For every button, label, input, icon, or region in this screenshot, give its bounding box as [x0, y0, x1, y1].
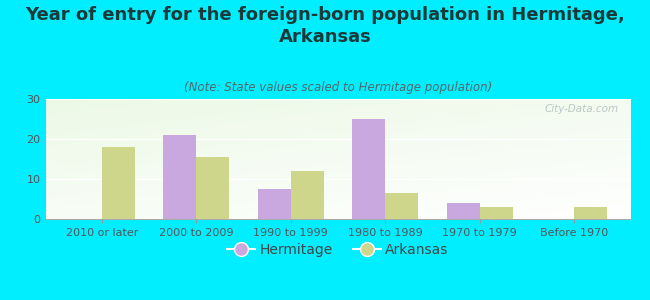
Bar: [385, 193, 418, 219]
Bar: [258, 189, 291, 219]
Bar: [447, 203, 480, 219]
Bar: [291, 171, 324, 219]
Text: City-Data.com: City-Data.com: [545, 104, 619, 114]
Bar: [352, 119, 385, 219]
Bar: [163, 135, 196, 219]
Text: (Note: State values scaled to Hermitage population): (Note: State values scaled to Hermitage …: [184, 81, 492, 94]
Bar: [102, 147, 135, 219]
Text: Year of entry for the foreign-born population in Hermitage,
Arkansas: Year of entry for the foreign-born popul…: [25, 6, 625, 46]
Bar: [196, 157, 229, 219]
Legend: Hermitage, Arkansas: Hermitage, Arkansas: [222, 237, 454, 262]
Bar: [480, 207, 513, 219]
Bar: [574, 207, 607, 219]
